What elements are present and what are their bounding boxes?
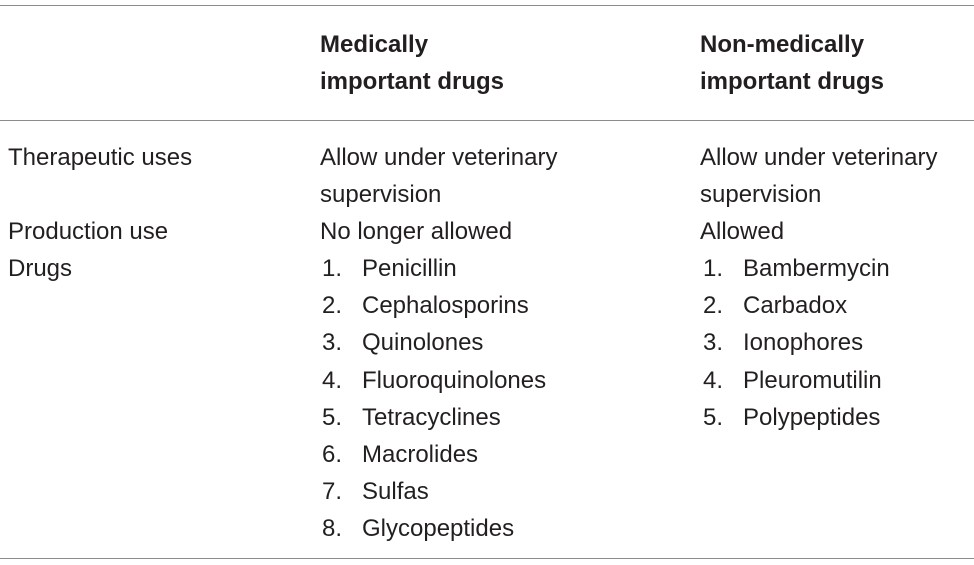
drug-name: Ionophores <box>743 329 864 357</box>
row-label-drugs: Drugs <box>8 255 73 282</box>
list-item: 4. Pleuromutilin <box>703 362 890 399</box>
list-number: 6. <box>322 441 343 469</box>
table-header-rule <box>0 120 974 121</box>
drug-name: Penicillin <box>362 255 457 282</box>
list-number: 8. <box>322 515 343 543</box>
list-item: 6. Macrolides <box>322 436 546 473</box>
list-item: 3. Quinolones <box>322 324 546 361</box>
table-bottom-rule <box>0 558 974 559</box>
list-item: 8. Glycopeptides <box>322 510 546 547</box>
drug-name: Cephalosporins <box>362 292 529 320</box>
header-medically-important: Medically important drugs <box>320 31 504 95</box>
drug-name: Glycopeptides <box>362 515 515 543</box>
drug-name: Sulfas <box>362 478 429 506</box>
cell-therapeutic-nonmedical: Allow under veterinary supervision <box>700 144 938 208</box>
list-number: 5. <box>322 403 343 431</box>
list-item: 4. Fluoroquinolones <box>322 362 546 399</box>
list-item: 3. Ionophores <box>703 324 890 361</box>
row-label-production-use: Production use <box>8 218 169 245</box>
list-item: 1. Bambermycin <box>703 250 890 287</box>
list-number: 5. <box>703 403 724 431</box>
list-number: 3. <box>703 329 724 357</box>
row-label-therapeutic-uses: Therapeutic uses <box>8 144 193 171</box>
drug-name: Macrolides <box>362 441 479 469</box>
list-number: 3. <box>322 329 343 357</box>
cell-production-nonmedical: Allowed <box>700 218 785 245</box>
list-number: 4. <box>703 366 724 394</box>
table-top-rule <box>0 5 974 6</box>
list-item: 2. Cephalosporins <box>322 287 546 324</box>
header-non-medically-important: Non-medically important drugs <box>700 31 884 95</box>
drug-name: Quinolones <box>362 329 484 357</box>
list-item: 5. Polypeptides <box>703 399 890 436</box>
list-number: 2. <box>322 292 343 320</box>
list-item: 2. Carbadox <box>703 287 890 324</box>
drug-name: Carbadox <box>743 292 848 320</box>
list-number: 4. <box>322 366 343 394</box>
cell-therapeutic-medical: Allow under veterinary supervision <box>320 144 558 208</box>
cell-production-medical: No longer allowed <box>320 218 513 245</box>
list-item: 1. Penicillin <box>322 250 546 287</box>
drug-name: Polypeptides <box>743 403 881 431</box>
drug-name: Pleuromutilin <box>743 366 882 394</box>
list-number: 2. <box>703 292 724 320</box>
medical-drug-list: 1. Penicillin 2. Cephalosporins 3. Quinolon… <box>322 250 546 548</box>
list-number: 1. <box>322 255 343 282</box>
list-number: 7. <box>322 478 343 506</box>
list-item: 5. Tetracyclines <box>322 399 546 436</box>
nonmedical-drug-list: 1. Bambermycin 2. Carbadox 3. Ionophores 4.… <box>703 250 890 436</box>
list-item: 7. Sulfas <box>322 473 546 510</box>
drug-name: Tetracyclines <box>362 403 501 431</box>
list-number: 1. <box>703 255 724 282</box>
drug-name: Fluoroquinolones <box>362 366 547 394</box>
drug-name: Bambermycin <box>743 255 890 282</box>
